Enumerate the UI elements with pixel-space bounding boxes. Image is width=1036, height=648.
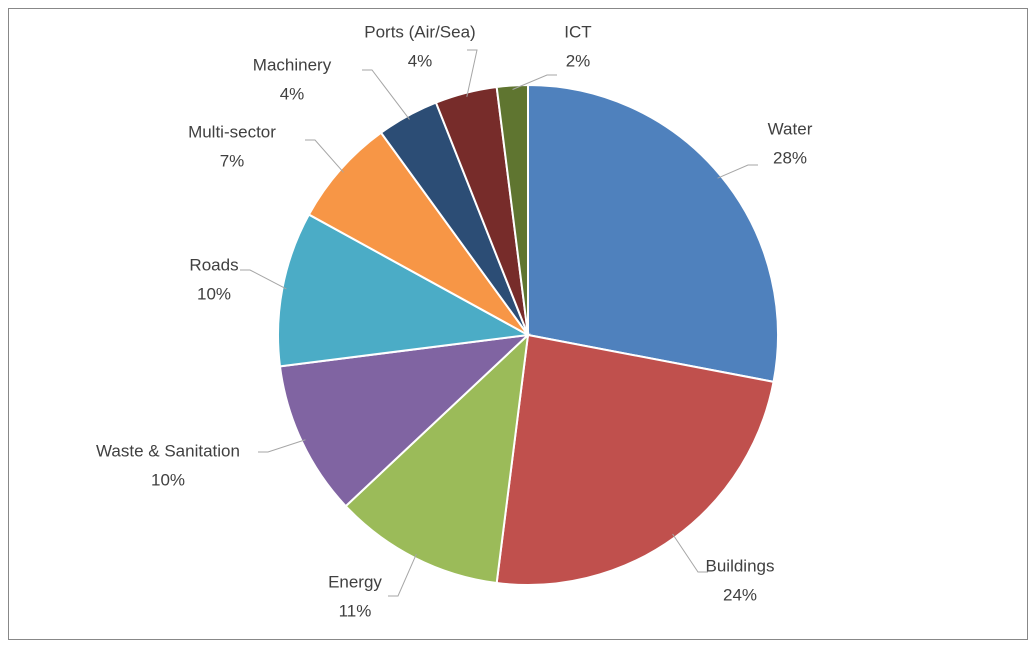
slice-label: Buildings [706,556,775,575]
slice-value-label: 7% [220,151,245,170]
slice-label: ICT [564,22,591,41]
pie-slice [495,83,529,336]
leader-line [388,553,417,597]
leader-line [362,69,410,120]
slice-value-label: 4% [280,84,305,103]
slice-value-label: 10% [151,470,185,489]
leader-line [512,74,557,90]
pie-slice [277,213,532,368]
slice-label: Waste & Sanitation [96,441,240,460]
slice-label: Machinery [253,55,332,74]
leader-line [240,269,287,290]
pie-slice [527,83,779,384]
slice-value-label: 2% [566,51,591,70]
slice-label: Ports (Air/Sea) [364,22,475,41]
leader-line [672,533,708,573]
slice-value-label: 10% [197,284,231,303]
leader-line [305,139,344,173]
slice-value-label: 24% [723,585,757,604]
slice-label: Water [768,119,813,138]
leader-line [717,164,758,179]
slice-value-label: 28% [773,148,807,167]
slice-label: Multi-sector [188,122,276,141]
leader-line [258,439,306,453]
slice-label: Roads [189,255,238,274]
slice-value-label: 11% [339,601,372,620]
slice-value-label: 4% [408,51,433,70]
slice-label: Energy [328,572,382,591]
leader-line [466,49,478,97]
